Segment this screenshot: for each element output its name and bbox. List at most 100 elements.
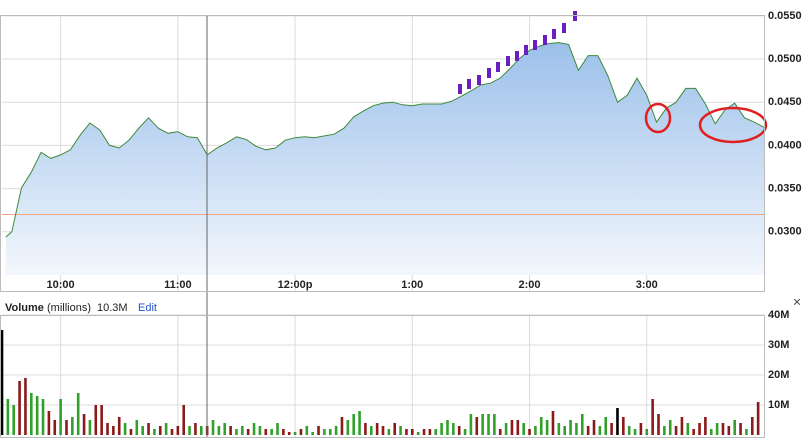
volume-bar	[88, 420, 92, 435]
volume-bar	[686, 423, 690, 435]
volume-bar	[510, 420, 514, 435]
volume-bar	[6, 399, 10, 435]
volume-bar	[229, 426, 232, 435]
volume-bar	[399, 426, 402, 435]
volume-bar	[528, 429, 531, 435]
volume-bar	[276, 423, 279, 435]
volume-bar	[698, 423, 701, 435]
volume-bar	[170, 429, 174, 435]
volume-bar	[352, 414, 355, 435]
volume-bar	[53, 420, 57, 435]
volume-bar	[328, 429, 332, 435]
volume-bar	[457, 426, 461, 435]
y-tick-label: 0.0350	[768, 183, 802, 195]
volume-bar	[522, 423, 525, 435]
volume-bar	[299, 429, 303, 435]
purple-annotation	[458, 11, 577, 94]
volume-bar	[721, 423, 725, 435]
volume-bar	[59, 399, 62, 435]
volume-bar	[622, 417, 625, 435]
y-tick-label: 0.0500	[768, 53, 802, 65]
volume-bar	[756, 402, 760, 435]
close-button[interactable]: ×	[793, 294, 801, 310]
volume-bar	[639, 423, 643, 435]
volume-bar	[65, 420, 68, 435]
volume-bar	[475, 417, 479, 435]
data-layer	[0, 42, 765, 435]
price-area	[5, 42, 764, 275]
volume-bar	[498, 429, 502, 435]
volume-bar	[153, 429, 156, 435]
volume-bar	[745, 429, 748, 435]
volume-bar	[405, 429, 408, 435]
volume-bar	[0, 330, 4, 435]
y-tick-label: 30M	[768, 339, 789, 351]
volume-bar	[369, 426, 373, 435]
volume-bar	[534, 426, 537, 435]
volume-bar	[106, 423, 109, 435]
y-tick-label: 0.0550	[768, 10, 802, 22]
volume-bar	[76, 393, 80, 435]
volume-bar	[428, 429, 432, 435]
volume-bar	[311, 432, 314, 435]
volume-bar	[24, 378, 27, 435]
volume-bar	[387, 429, 391, 435]
volume-bar	[364, 423, 367, 435]
volume-bar	[264, 429, 268, 435]
volume-bar	[563, 426, 567, 435]
x-tick-label: 3:00	[636, 279, 658, 291]
x-tick-label: 1:00	[401, 279, 423, 291]
volume-bar	[557, 423, 561, 435]
volume-bar	[504, 423, 508, 435]
volume-bar	[176, 426, 180, 435]
volume-bar	[164, 423, 168, 435]
volume-bar	[469, 414, 473, 435]
volume-bar	[545, 420, 549, 435]
y-tick-label: 0.0400	[768, 139, 802, 151]
volume-bar	[18, 381, 21, 435]
volume-bar	[246, 429, 250, 435]
edit-link[interactable]: Edit	[138, 302, 157, 314]
volume-bar	[411, 429, 414, 435]
volume-bar	[217, 426, 221, 435]
volume-bar	[211, 420, 215, 435]
y-tick-label: 0.0300	[768, 226, 802, 238]
volume-bar	[340, 417, 344, 435]
volume-bar	[47, 411, 51, 435]
red-annotation	[644, 102, 768, 144]
volume-bar	[463, 429, 467, 435]
volume-bar	[610, 423, 613, 435]
volume-bar	[739, 423, 742, 435]
volume-bar	[516, 420, 520, 435]
volume-bar	[82, 414, 86, 435]
x-tick-label: 11:00	[164, 279, 192, 291]
volume-bar	[539, 417, 543, 435]
volume-bar	[616, 408, 619, 435]
volume-bar	[633, 429, 637, 435]
volume-bar	[317, 426, 320, 435]
volume-bar	[305, 426, 309, 435]
price-line	[5, 42, 765, 238]
volume-bar	[393, 423, 397, 435]
volume-bar	[663, 426, 666, 435]
volume-bar	[287, 432, 291, 435]
volume-bar	[493, 414, 496, 435]
volume-subtitle: (millions)	[47, 302, 91, 314]
y-tick-label: 40M	[768, 309, 789, 321]
volume-bar	[580, 414, 584, 435]
volume-bar	[381, 426, 385, 435]
volume-bar	[252, 423, 256, 435]
volume-bar	[199, 426, 203, 435]
volume-bar	[41, 399, 45, 435]
volume-bar	[235, 429, 238, 435]
volume-bar	[346, 420, 350, 435]
volume-bar	[434, 429, 438, 435]
volume-bar	[651, 399, 654, 435]
volume-bar	[569, 420, 572, 435]
volume-bar	[323, 429, 326, 435]
volume-bar	[452, 423, 455, 435]
volume-bar	[446, 420, 449, 435]
volume-bar	[487, 414, 490, 435]
volume-bar	[117, 417, 121, 435]
